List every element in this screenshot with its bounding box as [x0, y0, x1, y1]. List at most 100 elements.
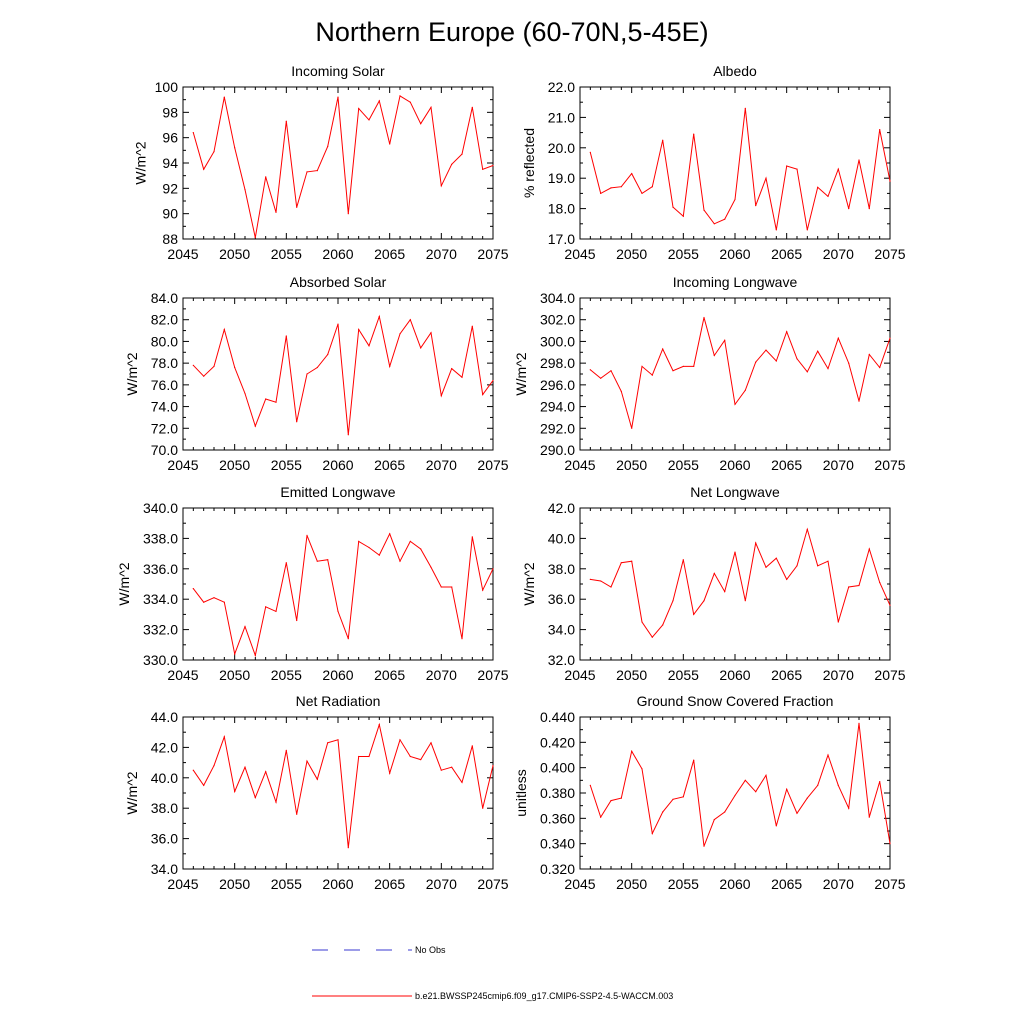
data-point: [296, 619, 298, 622]
data-point: [786, 165, 788, 167]
data-point: [327, 559, 329, 561]
data-point: [817, 784, 819, 787]
data-point: [817, 350, 819, 352]
data-point: [806, 229, 808, 231]
data-point: [651, 832, 653, 835]
x-tick-label: 2045: [564, 876, 595, 892]
data-point: [451, 766, 453, 768]
data-point: [275, 401, 277, 403]
x-tick-label: 2055: [668, 667, 699, 683]
x-tick-label: 2045: [167, 457, 198, 473]
data-point: [734, 198, 736, 201]
y-tick-label: 332.0: [143, 622, 178, 638]
data-point: [399, 739, 401, 741]
data-point: [492, 765, 494, 767]
data-point: [347, 847, 349, 849]
data-point: [420, 759, 422, 761]
data-point: [223, 736, 225, 738]
panel-8: 2045 2050 2055 2060 2065 2070 2075 0.320 0.340 0.…: [513, 693, 906, 892]
x-tick-label: 2055: [271, 457, 302, 473]
data-point: [755, 361, 757, 363]
y-axis-label: W/m^2: [116, 562, 132, 605]
data-point: [610, 187, 612, 189]
data-point: [786, 331, 788, 333]
x-tick-label: 2050: [616, 667, 647, 683]
figure-title: Northern Europe (60-70N,5-45E): [315, 17, 708, 47]
data-point: [620, 562, 622, 564]
x-tick-label: 2055: [271, 667, 302, 683]
data-point: [275, 801, 277, 803]
x-tick-label: 2055: [668, 246, 699, 262]
data-point: [703, 845, 705, 847]
data-point: [368, 119, 370, 121]
data-point: [879, 366, 881, 369]
data-point: [889, 180, 891, 182]
panel-title: Net Longwave: [690, 484, 780, 500]
x-tick-label: 2065: [374, 876, 405, 892]
data-point: [223, 96, 225, 98]
y-tick-label: 0.420: [540, 734, 575, 750]
y-tick-label: 0.320: [540, 861, 575, 877]
panel-title: Ground Snow Covered Fraction: [637, 693, 834, 709]
series-line: [192, 314, 494, 435]
data-point: [337, 739, 339, 741]
data-point: [244, 766, 246, 768]
data-point: [358, 540, 360, 543]
x-tick-label: 2075: [477, 876, 508, 892]
panel-7: 2045 2050 2055 2060 2065 2070 2075 34.0 36.0 38.0…: [124, 693, 509, 892]
data-point: [868, 548, 870, 550]
data-point: [631, 427, 633, 429]
data-point: [775, 557, 777, 559]
y-tick-label: 340.0: [143, 500, 178, 516]
data-point: [420, 347, 422, 349]
y-tick-label: 42.0: [548, 500, 575, 516]
y-tick-label: 21.0: [548, 109, 575, 125]
data-point: [672, 206, 674, 208]
x-tick-label: 2050: [219, 667, 250, 683]
series-line: [589, 317, 891, 429]
data-point: [285, 120, 287, 122]
data-point: [713, 354, 715, 357]
data-point: [662, 811, 664, 813]
data-point: [786, 578, 788, 581]
data-point: [858, 400, 860, 402]
data-point: [755, 542, 757, 544]
y-tick-label: 70.0: [151, 442, 178, 458]
data-point: [631, 560, 633, 562]
series-line: [192, 95, 494, 238]
data-point: [234, 366, 236, 369]
y-tick-label: 74.0: [151, 399, 178, 415]
data-point: [399, 333, 401, 335]
data-point: [631, 750, 633, 752]
data-point: [461, 153, 463, 155]
data-point: [451, 586, 453, 588]
data-point: [713, 223, 715, 225]
y-tick-label: 0.380: [540, 785, 575, 801]
y-tick-label: 17.0: [548, 231, 575, 247]
x-tick-label: 2050: [219, 457, 250, 473]
data-point: [244, 626, 246, 628]
data-point: [693, 613, 695, 616]
data-point: [420, 548, 422, 550]
x-tick-label: 2065: [374, 457, 405, 473]
y-tick-label: 42.0: [151, 739, 178, 755]
panel-title: Incoming Solar: [291, 63, 385, 79]
data-point: [378, 100, 380, 102]
data-point: [316, 778, 318, 780]
data-point: [440, 586, 442, 588]
x-tick-label: 2060: [322, 457, 353, 473]
y-tick-label: 100: [155, 79, 179, 95]
x-tick-label: 2060: [322, 667, 353, 683]
data-point: [471, 745, 473, 747]
data-point: [879, 581, 881, 584]
data-point: [482, 394, 484, 396]
y-axis-label: % reflected: [521, 128, 537, 198]
x-tick-label: 2050: [616, 246, 647, 262]
data-point: [275, 610, 277, 613]
data-point: [837, 621, 839, 623]
data-point: [223, 328, 225, 331]
data-point: [651, 186, 653, 188]
y-tick-label: 82.0: [151, 312, 178, 328]
data-point: [192, 132, 194, 134]
data-point: [451, 163, 453, 165]
